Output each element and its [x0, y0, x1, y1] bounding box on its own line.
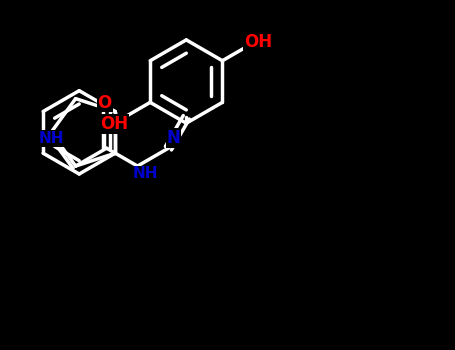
Text: N: N: [167, 129, 180, 147]
Text: NH: NH: [133, 167, 158, 182]
Text: OH: OH: [244, 33, 273, 51]
Text: O: O: [97, 93, 112, 112]
Text: NH: NH: [38, 131, 64, 146]
Text: OH: OH: [100, 115, 128, 133]
